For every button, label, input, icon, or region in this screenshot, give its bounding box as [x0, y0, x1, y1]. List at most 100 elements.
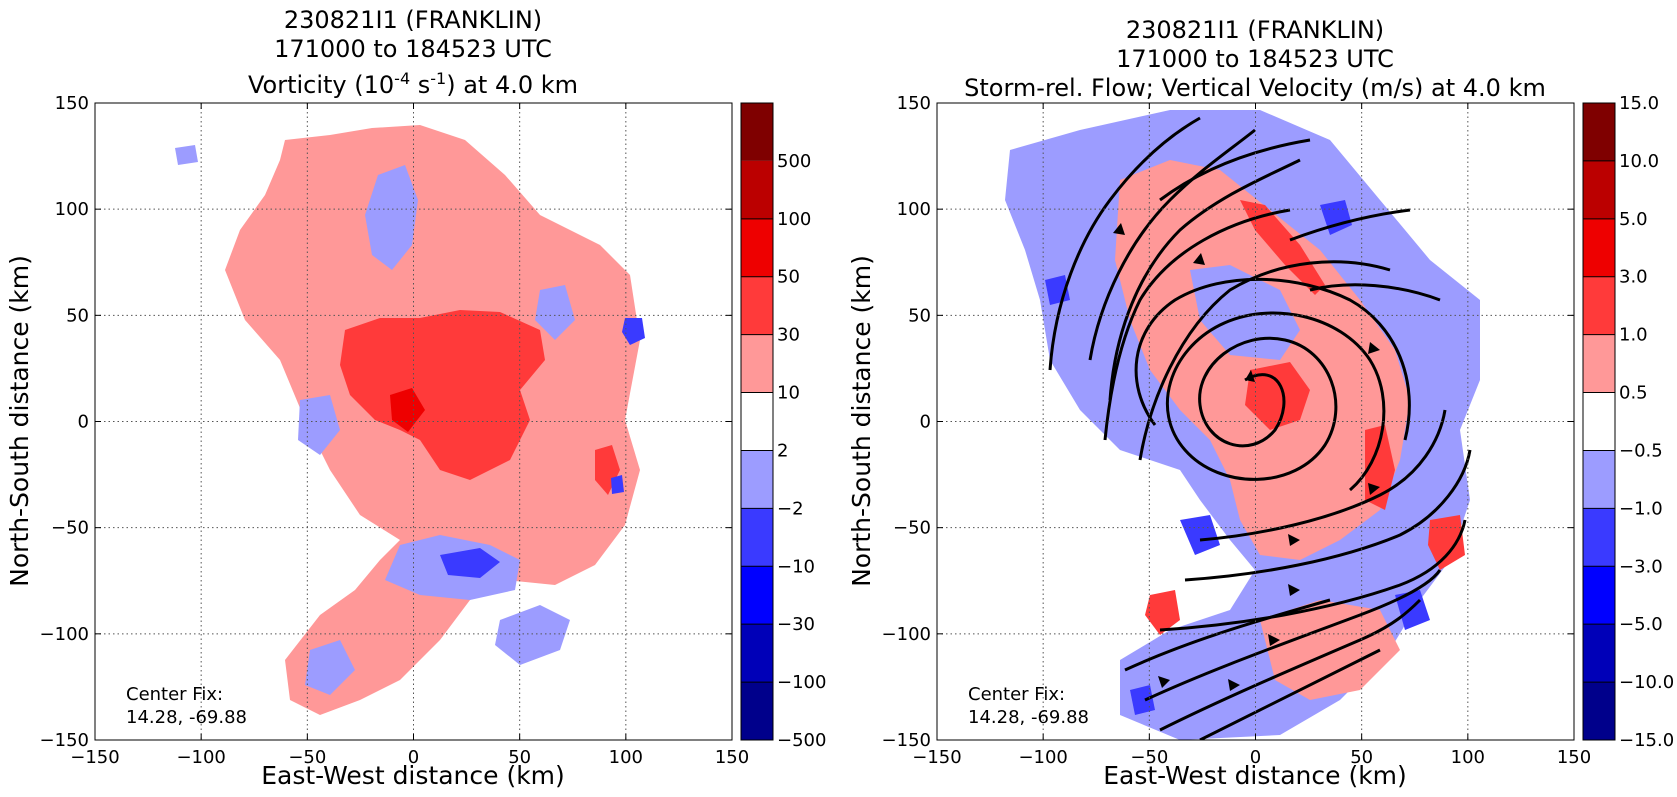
vorticity-x-tick-label: −150: [70, 747, 119, 768]
velocity-x-tick-label: 150: [1557, 747, 1591, 768]
velocity-colorbar-segment: [1583, 392, 1615, 451]
streamline: [1165, 311, 1386, 492]
vorticity-y-tick-label: 0: [78, 412, 89, 433]
vorticity-colorbar-label: 2: [777, 440, 788, 461]
velocity-x-tick-label: −50: [1130, 747, 1168, 768]
velocity-field-moderate-negative: [1180, 515, 1220, 555]
vorticity-colorbar-label: 50: [777, 267, 800, 288]
velocity-colorbar-segment: [1583, 334, 1615, 393]
velocity-x-tick-label: 100: [1451, 747, 1485, 768]
streamline-arrow: [1193, 253, 1205, 265]
vorticity-x-tick-label: 50: [508, 747, 531, 768]
streamlines: [1048, 116, 1472, 740]
velocity-field-moderate-positive: [1145, 590, 1180, 635]
streamline-arrow: [1113, 223, 1125, 235]
vorticity-field-weak-negative: [175, 145, 198, 165]
velocity-ticks: −150 −100 −50 0 50 100 150 −150 −100 −50 0 50 100 150: [882, 93, 1592, 768]
vorticity-field-strong-negative: [440, 548, 500, 578]
vorticity-title-line-3: Vorticity (10-4 s-1) at 4.0 km: [248, 69, 578, 99]
velocity-colorbar-segment: [1583, 160, 1615, 219]
velocity-y-tick-label: −100: [882, 624, 931, 645]
velocity-y-tick-label: 150: [897, 93, 931, 114]
velocity-title-line-1: 230821I1 (FRANKLIN): [1126, 16, 1384, 44]
velocity-y-tick-label: −50: [893, 518, 931, 539]
vorticity-colorbar-segment: [741, 508, 773, 567]
velocity-colorbar-label: 0.5: [1619, 383, 1648, 404]
streamline: [1184, 449, 1472, 582]
vorticity-title-line-2: 171000 to 184523 UTC: [274, 35, 552, 63]
streamline: [1108, 158, 1301, 401]
vorticity-x-tick-label: 0: [408, 747, 419, 768]
velocity-x-tick-label: 0: [1250, 747, 1261, 768]
velocity-field-moderate-positive: [1245, 362, 1310, 430]
velocity-colorbar-label: 5.0: [1619, 209, 1648, 230]
vorticity-plot-area: [95, 103, 732, 740]
velocity-colorbar-segment: [1583, 103, 1615, 161]
velocity-y-tick-label: 0: [920, 412, 931, 433]
velocity-title-line-3: Storm-rel. Flow; Vertical Velocity (m/s)…: [964, 74, 1546, 102]
velocity-colorbar-label: 15.0: [1619, 93, 1659, 114]
velocity-y-tick-label: 50: [908, 305, 931, 326]
velocity-title-line-2: 171000 to 184523 UTC: [1116, 45, 1394, 73]
velocity-plot-area: [937, 103, 1574, 740]
vorticity-colorbar-label: 500: [777, 151, 811, 172]
velocity-center-fix-label: Center Fix:: [968, 684, 1065, 705]
vorticity-field-moderate-positive: [340, 310, 545, 480]
velocity-center-fix-coords: 14.28, -69.88: [968, 707, 1089, 728]
velocity-x-tick-label: 50: [1350, 747, 1373, 768]
velocity-x-tick-label: −150: [912, 747, 961, 768]
vorticity-ticks: −150 −100 −50 0 50 100 150 −150 −100 −50 0 50 100 150: [40, 93, 750, 768]
vorticity-field-weak-negative: [365, 165, 418, 270]
vorticity-colorbar-segment: [741, 392, 773, 451]
vorticity-center-fix-coords: 14.28, -69.88: [126, 707, 247, 728]
velocity-colorbar-label: 1.0: [1619, 325, 1648, 346]
vorticity-colorbar-label: −10: [777, 556, 815, 577]
streamline-arrow: [1228, 679, 1240, 691]
velocity-colorbar-frame: [1582, 102, 1616, 741]
vorticity-y-tick-label: 150: [55, 93, 89, 114]
vorticity-center-fix-label: Center Fix:: [126, 684, 223, 705]
velocity-colorbar-segment: [1583, 276, 1615, 335]
streamline-arrow: [1368, 483, 1380, 495]
velocity-colorbar-label: −3.0: [1619, 556, 1663, 577]
velocity-x-tick-label: −100: [1018, 747, 1067, 768]
vorticity-x-tick-label: 100: [609, 747, 643, 768]
streamline-arrow: [1288, 584, 1300, 596]
vorticity-colorbar-label: −30: [777, 614, 815, 635]
streamline-arrow: [1368, 342, 1380, 354]
vorticity-colorbar-segment: [741, 450, 773, 509]
vorticity-field-weak-negative: [305, 640, 355, 695]
vorticity-colorbar-segment: [741, 566, 773, 625]
streamline: [1199, 409, 1447, 542]
velocity-colorbar-label: 3.0: [1619, 267, 1648, 288]
vorticity-y-tick-label: −100: [40, 624, 89, 645]
velocity-colorbar-label: −1.0: [1619, 498, 1663, 519]
vorticity-colorbar-segment: [741, 276, 773, 335]
velocity-colorbar-label: −10.0: [1619, 672, 1674, 693]
vorticity-panel: 230821I1 (FRANKLIN) 171000 to 184523 UTC…: [5, 6, 826, 790]
vorticity-title-line-1: 230821I1 (FRANKLIN): [284, 6, 542, 34]
vorticity-y-axis-label: North-South distance (km): [5, 255, 34, 587]
vorticity-colorbar-label: −2: [777, 498, 804, 519]
streamline: [1159, 519, 1467, 632]
vorticity-field-weak-negative: [298, 395, 340, 455]
vorticity-y-tick-label: −150: [40, 730, 89, 751]
vorticity-colorbar-segment: [741, 334, 773, 393]
vorticity-colorbar-label: 100: [777, 209, 811, 230]
streamline: [1134, 277, 1411, 441]
vorticity-field-strong-negative: [622, 318, 645, 345]
streamline: [1289, 208, 1411, 242]
velocity-colorbar-label: −15.0: [1619, 730, 1674, 751]
streamline: [1159, 138, 1311, 202]
vorticity-colorbar-segment: [741, 218, 773, 277]
velocity-colorbar-label: 10.0: [1619, 151, 1659, 172]
vorticity-y-tick-label: 100: [55, 199, 89, 220]
velocity-field-moderate-positive: [1428, 515, 1465, 570]
velocity-colorbar-segment: [1583, 218, 1615, 277]
streamline: [1144, 569, 1442, 702]
velocity-colorbar-label: −0.5: [1619, 440, 1663, 461]
streamline: [1199, 648, 1381, 740]
velocity-colorbar-segment: [1583, 566, 1615, 625]
velocity-field-moderate-positive: [1240, 200, 1325, 295]
